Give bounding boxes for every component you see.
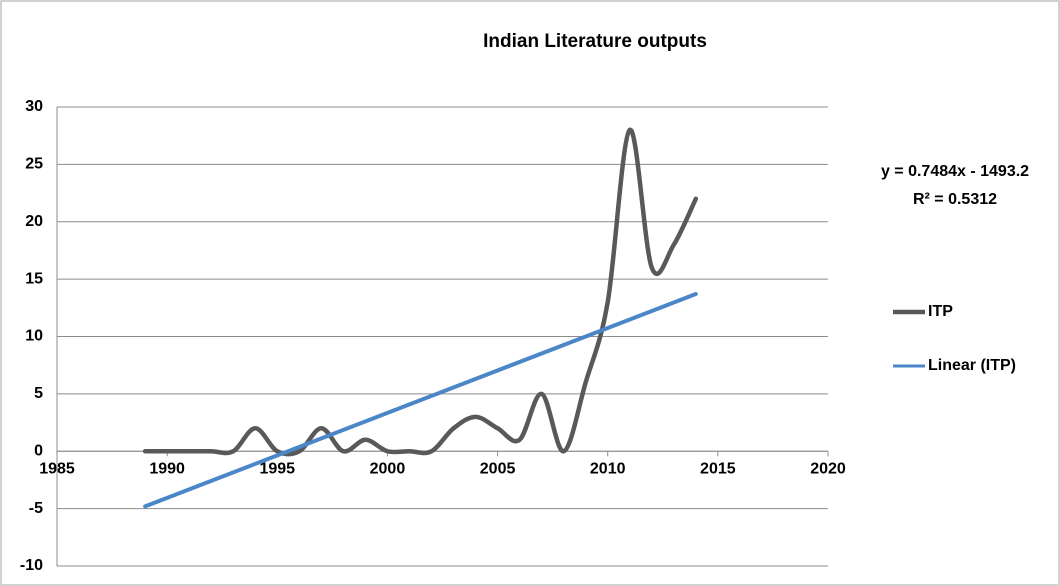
trend-line <box>143 292 698 509</box>
x-tick-label: 1990 <box>149 460 185 477</box>
legend-label: ITP <box>928 303 953 320</box>
x-tick-label: 1985 <box>39 460 75 477</box>
x-tick-label: 2005 <box>480 460 516 477</box>
y-tick-label: 10 <box>25 328 43 345</box>
chart-title: Indian Literature outputs <box>483 31 707 52</box>
x-tick-label: 1995 <box>259 460 295 477</box>
y-tick-label: 25 <box>25 156 43 173</box>
y-tick-label: 30 <box>25 98 43 115</box>
x-tick-label: 2015 <box>700 460 736 477</box>
legend-label: Linear (ITP) <box>928 357 1016 374</box>
x-tick-label: 2010 <box>590 460 626 477</box>
trend-r-squared: R² = 0.5312 <box>913 191 997 208</box>
data-line <box>142 127 699 457</box>
y-tick-label: 5 <box>34 385 43 402</box>
y-tick-label: -10 <box>20 557 43 574</box>
trend-equation: y = 0.7484x - 1493.2 <box>881 163 1029 180</box>
x-tick-label: 2000 <box>370 460 406 477</box>
y-tick-label: 15 <box>25 270 43 287</box>
x-tick-label: 2020 <box>810 460 846 477</box>
y-tick-label: 0 <box>34 442 43 459</box>
y-tick-label: 20 <box>25 213 43 230</box>
y-tick-label: -5 <box>29 500 43 517</box>
